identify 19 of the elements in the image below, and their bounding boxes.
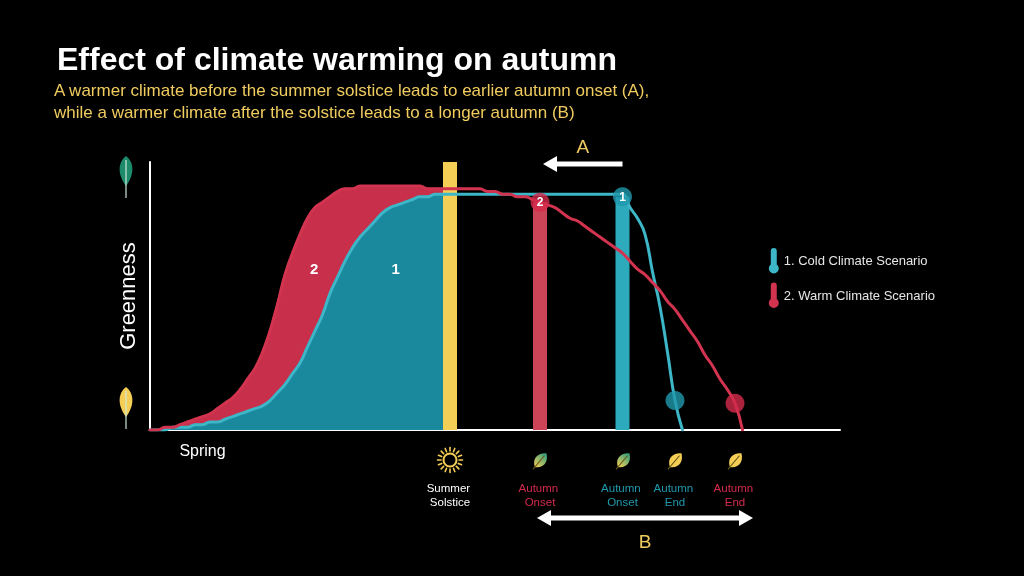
chart-subtitle: A warmer climate before the summer solstice leads to earlier autumn onset (A), while a warmer climate after the solstice leads to a longer autumn (B) bbox=[54, 80, 651, 124]
text: B bbox=[638, 531, 652, 552]
y-axis-title: Greenness bbox=[114, 242, 140, 350]
x-tick-label: Autumn End bbox=[713, 482, 757, 508]
point bbox=[725, 393, 745, 413]
x-tick-label: Autumn End bbox=[653, 482, 697, 508]
legend-label: 1. Cold Climate Scenario bbox=[783, 253, 928, 269]
text: A bbox=[576, 135, 590, 157]
x-tick-label: Autumn Onset bbox=[518, 482, 562, 508]
annotation: 1 bbox=[391, 260, 400, 278]
x-tick-label: Spring bbox=[179, 441, 226, 459]
annotation: 2 bbox=[309, 260, 319, 278]
x-tick-label: Autumn Onset bbox=[601, 482, 644, 508]
chart-title: Effect of climate warming on autumn bbox=[57, 41, 618, 77]
annotation: 1 bbox=[619, 189, 626, 204]
point bbox=[665, 391, 685, 411]
x-tick-label: Summer Solstice bbox=[426, 482, 474, 508]
legend-label: 2. Warm Climate Scenario bbox=[783, 287, 936, 303]
annotation: 2 bbox=[536, 194, 544, 209]
